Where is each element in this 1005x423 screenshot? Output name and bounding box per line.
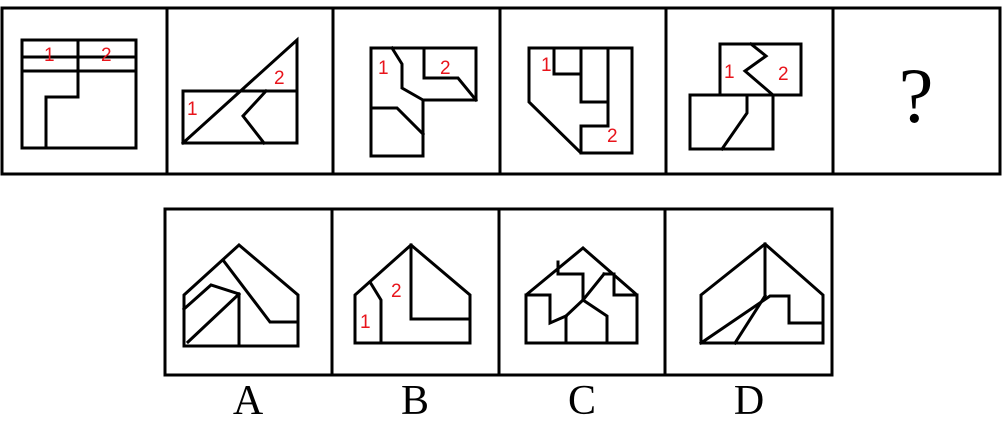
label-1: 1 xyxy=(187,99,198,120)
option-d-label[interactable]: D xyxy=(734,378,764,423)
option-b-label[interactable]: B xyxy=(401,378,429,423)
label-1: 1 xyxy=(541,55,552,76)
label-1: 1 xyxy=(44,45,55,66)
option-c-label[interactable]: C xyxy=(568,378,596,423)
option-a-label[interactable]: A xyxy=(233,378,264,423)
label-2: 2 xyxy=(391,281,402,302)
sequence-row xyxy=(2,8,1000,174)
label-1: 1 xyxy=(360,312,371,333)
label-2: 2 xyxy=(607,126,618,147)
label-2: 2 xyxy=(440,58,451,79)
label-1: 1 xyxy=(724,62,735,83)
question-mark: ? xyxy=(899,52,934,139)
label-2: 2 xyxy=(101,45,112,66)
options-row xyxy=(165,209,832,375)
label-2: 2 xyxy=(778,64,789,85)
label-2: 2 xyxy=(274,68,285,89)
label-1: 1 xyxy=(378,58,389,79)
question-panel: ? xyxy=(899,52,934,139)
